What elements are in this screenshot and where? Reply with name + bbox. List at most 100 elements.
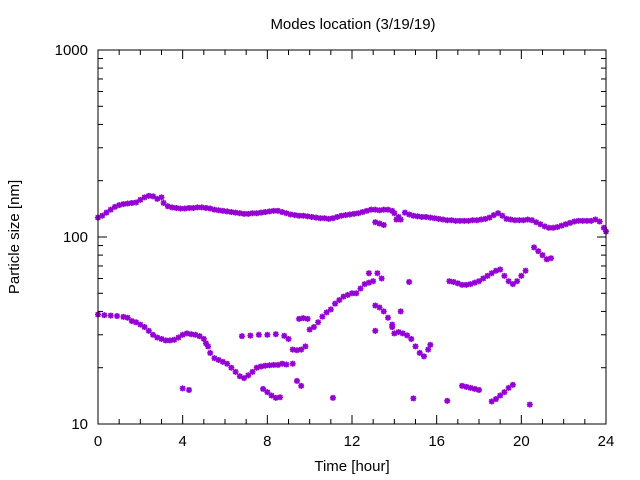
data-point: [592, 216, 599, 223]
data-point: [133, 319, 140, 326]
data-point: [357, 285, 364, 292]
data-point: [518, 272, 525, 279]
data-point: [501, 272, 508, 279]
data-point: [567, 219, 574, 226]
data-point: [461, 217, 468, 224]
data-point: [397, 308, 404, 315]
data-point: [539, 252, 546, 259]
data-point: [145, 192, 152, 199]
data-point: [296, 212, 303, 219]
data-point: [478, 216, 485, 223]
data-point: [531, 244, 538, 251]
data-point: [279, 360, 286, 367]
data-point: [289, 360, 296, 367]
axis-tick-labels: 0 4 8 12 16 20 24 10 100 1000: [55, 42, 615, 450]
data-point: [186, 386, 193, 393]
data-point: [545, 224, 552, 231]
data-point: [450, 278, 457, 285]
data-point: [363, 207, 370, 214]
data-point: [372, 206, 379, 213]
data-point: [249, 210, 256, 217]
data-point: [169, 204, 176, 211]
data-point: [562, 221, 569, 228]
data-point: [537, 221, 544, 228]
y-tick-label: 10: [71, 416, 88, 433]
data-point: [205, 343, 212, 350]
data-point: [158, 194, 165, 201]
data-point: [274, 207, 281, 214]
data-point: [289, 346, 296, 353]
x-tick-label: 20: [513, 433, 530, 450]
data-point: [528, 217, 535, 224]
data-point: [361, 281, 368, 288]
data-point: [128, 199, 135, 206]
data-point: [499, 212, 506, 219]
data-point: [300, 212, 307, 219]
data-point: [154, 334, 161, 341]
data-point: [579, 217, 586, 224]
data-point: [492, 396, 499, 403]
data-point: [353, 290, 360, 297]
data-point: [198, 204, 205, 211]
data-point: [503, 215, 510, 222]
data-point: [111, 203, 118, 210]
data-point: [211, 206, 218, 213]
data-point: [391, 210, 398, 217]
data-point: [554, 224, 561, 231]
data-point: [171, 336, 178, 343]
data-point: [177, 205, 184, 212]
data-point: [365, 270, 372, 277]
data-point: [526, 401, 533, 408]
data-point: [370, 278, 377, 285]
data-point: [378, 275, 385, 282]
x-tick-label: 8: [263, 433, 271, 450]
data-point: [423, 213, 430, 220]
data-point: [207, 205, 214, 212]
data-point: [107, 206, 114, 213]
data-point: [310, 324, 317, 331]
data-point: [600, 224, 607, 231]
data-point: [236, 210, 243, 217]
data-point: [412, 343, 419, 350]
data-point: [232, 209, 239, 216]
data-point: [124, 314, 131, 321]
data-point: [416, 349, 423, 356]
data-point: [355, 210, 362, 217]
data-point: [268, 392, 275, 399]
data-point: [160, 199, 167, 206]
data-point: [406, 211, 413, 218]
data-point: [329, 394, 336, 401]
data-point: [495, 210, 502, 217]
data-point: [298, 346, 305, 353]
x-tick-label: 4: [178, 433, 186, 450]
data-point: [241, 210, 248, 217]
data-point: [380, 308, 387, 315]
data-point: [224, 360, 231, 367]
data-point: [588, 217, 595, 224]
data-point: [247, 332, 254, 339]
data-point: [524, 216, 531, 223]
data-point: [533, 219, 540, 226]
data-point: [509, 381, 516, 388]
y-tick-label: 100: [63, 229, 88, 246]
data-point: [245, 210, 252, 217]
data-point: [497, 392, 504, 399]
data-point: [393, 216, 400, 223]
data-point: [408, 335, 415, 342]
data-point: [200, 335, 207, 342]
data-point: [372, 327, 379, 334]
data-point: [274, 361, 281, 368]
data-point: [351, 210, 358, 217]
data-point: [488, 270, 495, 277]
data-point: [550, 224, 557, 231]
data-point: [389, 324, 396, 331]
data-point: [469, 217, 476, 224]
data-point: [162, 337, 169, 344]
data-point: [257, 363, 264, 370]
data-point: [547, 255, 554, 262]
data-point: [181, 205, 188, 212]
data-point: [505, 278, 512, 285]
data-point: [344, 291, 351, 298]
x-tick-label: 0: [94, 433, 102, 450]
data-point: [410, 395, 417, 402]
